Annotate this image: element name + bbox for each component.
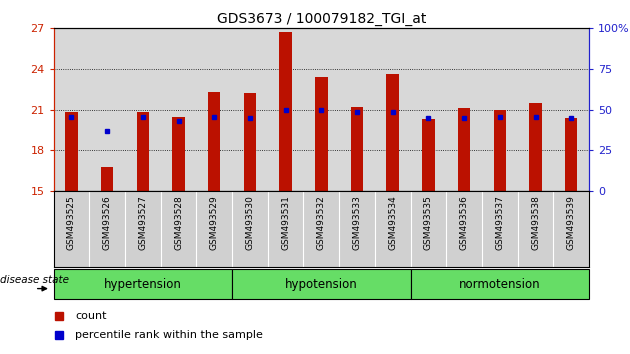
Text: GSM493527: GSM493527: [139, 195, 147, 250]
Bar: [351, 107, 364, 191]
Bar: [54, 269, 232, 299]
Text: GSM493537: GSM493537: [495, 195, 504, 250]
Text: count: count: [75, 311, 106, 321]
Text: GSM493536: GSM493536: [460, 195, 469, 250]
Bar: [529, 103, 542, 191]
Text: normotension: normotension: [459, 278, 541, 291]
Text: hypotension: hypotension: [285, 278, 358, 291]
Text: GSM493528: GSM493528: [174, 195, 183, 250]
Text: GSM493525: GSM493525: [67, 195, 76, 250]
Bar: [493, 110, 506, 191]
Bar: [315, 77, 328, 191]
Text: GSM493535: GSM493535: [424, 195, 433, 250]
Text: hypertension: hypertension: [104, 278, 181, 291]
Bar: [208, 92, 220, 191]
Text: GSM493529: GSM493529: [210, 195, 219, 250]
Bar: [232, 269, 411, 299]
Bar: [65, 113, 77, 191]
Text: GSM493526: GSM493526: [103, 195, 112, 250]
Text: GSM493530: GSM493530: [246, 195, 255, 250]
Title: GDS3673 / 100079182_TGI_at: GDS3673 / 100079182_TGI_at: [217, 12, 426, 26]
Bar: [422, 119, 435, 191]
Text: GSM493533: GSM493533: [353, 195, 362, 250]
Bar: [386, 74, 399, 191]
Text: GSM493538: GSM493538: [531, 195, 540, 250]
Bar: [279, 32, 292, 191]
Text: disease state: disease state: [0, 275, 69, 285]
Bar: [137, 113, 149, 191]
Text: GSM493531: GSM493531: [281, 195, 290, 250]
Bar: [244, 93, 256, 191]
Bar: [101, 167, 113, 191]
Text: GSM493539: GSM493539: [567, 195, 576, 250]
Text: GSM493532: GSM493532: [317, 195, 326, 250]
Bar: [172, 116, 185, 191]
Text: GSM493534: GSM493534: [388, 195, 397, 250]
Bar: [458, 108, 471, 191]
Text: percentile rank within the sample: percentile rank within the sample: [75, 330, 263, 340]
Bar: [565, 118, 578, 191]
Bar: [411, 269, 589, 299]
